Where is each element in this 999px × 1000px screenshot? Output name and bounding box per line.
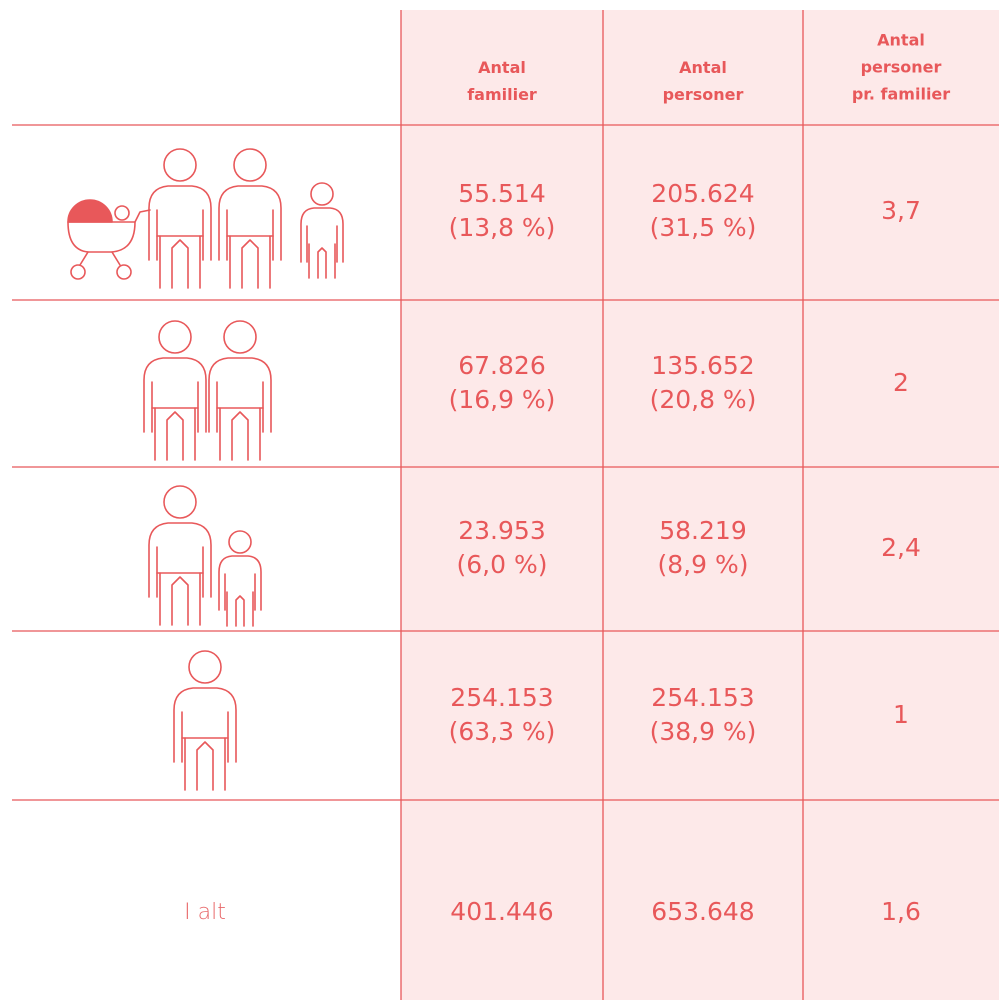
per-family-cell: 3,7 <box>881 196 921 225</box>
adult-icon <box>143 320 207 461</box>
persons-cell: (31,5 %) <box>650 213 757 242</box>
child-icon <box>300 182 344 279</box>
families-cell: (16,9 %) <box>449 385 556 414</box>
families-cell: 254.153 <box>450 683 553 712</box>
table-rules <box>12 10 999 1000</box>
persons-cell: 58.219 <box>659 516 746 545</box>
column-header: Antal <box>478 58 526 77</box>
families-cell: (6,0 %) <box>457 550 548 579</box>
families-cell: 55.514 <box>458 179 545 208</box>
total-families: 401.446 <box>450 897 553 926</box>
families-cell: (63,3 %) <box>449 717 556 746</box>
adult-icon <box>148 148 212 289</box>
families-cell: 23.953 <box>458 516 545 545</box>
total-per-family: 1,6 <box>881 897 921 926</box>
value-background <box>401 10 999 1000</box>
adult-icon <box>208 320 272 461</box>
total-persons: 653.648 <box>651 897 754 926</box>
column-header: Antal <box>679 58 727 77</box>
child-icon <box>218 530 262 627</box>
persons-cell: (38,9 %) <box>650 717 757 746</box>
column-header: Antal <box>877 31 925 50</box>
column-header: personer <box>663 85 744 104</box>
adult-icon <box>173 650 237 791</box>
column-header: pr. familier <box>852 85 950 104</box>
family-icons <box>67 148 344 791</box>
per-family-cell: 1 <box>893 700 909 729</box>
adult-icon <box>218 148 282 289</box>
adult-icon <box>148 485 212 626</box>
per-family-cell: 2,4 <box>881 533 921 562</box>
column-header: personer <box>861 58 942 77</box>
persons-cell: 135.652 <box>651 351 754 380</box>
persons-cell: (8,9 %) <box>658 550 749 579</box>
families-cell: (13,8 %) <box>449 213 556 242</box>
persons-cell: (20,8 %) <box>650 385 757 414</box>
stroller-icon <box>67 199 151 280</box>
total-label: I alt <box>184 900 226 925</box>
persons-cell: 254.153 <box>651 683 754 712</box>
column-header: familier <box>467 85 537 104</box>
families-cell: 67.826 <box>458 351 545 380</box>
persons-cell: 205.624 <box>651 179 754 208</box>
per-family-cell: 2 <box>893 368 909 397</box>
